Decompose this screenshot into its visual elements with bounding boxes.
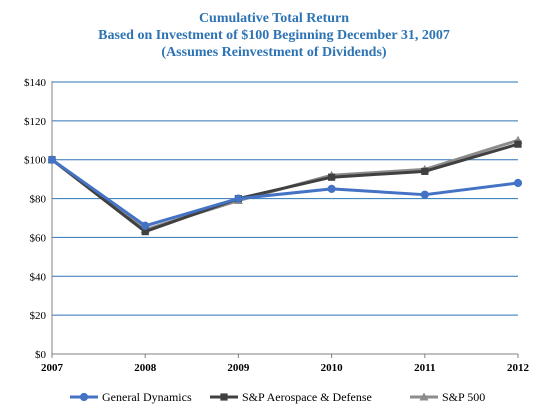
- y-tick-label: $120: [24, 116, 47, 128]
- series-lines: [47, 135, 523, 236]
- chart-subtitle: Based on Investment of $100 Beginning De…: [98, 28, 450, 43]
- x-tick-label: 2008: [134, 362, 157, 374]
- y-tick-label: $0: [35, 349, 47, 361]
- data-point: [327, 184, 336, 193]
- y-tick-label: $20: [30, 310, 47, 322]
- legend-item: S&P Aerospace & Defense: [210, 390, 372, 404]
- y-tick-label: $100: [24, 155, 47, 167]
- data-point: [514, 140, 522, 148]
- x-axis-ticks: 2007 2008 2009 2010 2011 2012: [41, 362, 530, 374]
- data-point: [420, 190, 429, 199]
- data-point: [421, 167, 429, 175]
- y-tick-label: $60: [30, 232, 47, 244]
- series-line: [51, 142, 519, 234]
- y-tick-label: $80: [30, 194, 47, 206]
- data-point: [141, 221, 150, 230]
- gridlines: [52, 81, 518, 316]
- chart-title: Cumulative Total Return: [198, 11, 350, 26]
- x-tick-label: 2009: [227, 362, 250, 374]
- legend-item: S&P 500: [410, 390, 485, 404]
- legend-swatch-marker: [220, 393, 228, 401]
- x-tick-label: 2012: [507, 362, 530, 374]
- legend-swatch-marker: [419, 392, 429, 401]
- legend-item: General Dynamics: [70, 390, 192, 404]
- legend-swatch-marker: [79, 392, 89, 402]
- x-tick-label: 2010: [321, 362, 344, 374]
- axes: [51, 81, 519, 358]
- data-point: [513, 178, 523, 188]
- data-point: [328, 173, 336, 181]
- y-tick-label: $140: [24, 77, 47, 89]
- series-line: [51, 138, 519, 232]
- legend-label: S&P Aerospace & Defense: [242, 390, 372, 404]
- data-point: [141, 228, 149, 236]
- series-line: [51, 158, 519, 228]
- data-point: [47, 155, 57, 164]
- legend-label: S&P 500: [442, 390, 485, 404]
- x-tick-label: 2011: [414, 362, 435, 374]
- y-axis-ticks: $0 $20 $40 $60 $80 $100 $120 $140: [24, 77, 47, 361]
- legend: General Dynamics S&P Aerospace & Defense S…: [70, 390, 485, 404]
- chart-subtitle-2: (Assumes Reinvestment of Dividends): [161, 45, 387, 60]
- legend-label: General Dynamics: [102, 390, 192, 404]
- data-point: [234, 194, 243, 203]
- series-s-p-500: [47, 135, 523, 234]
- y-tick-label: $40: [30, 271, 47, 283]
- series-s-p-aerospace-defense: [48, 140, 522, 236]
- x-tick-label: 2007: [41, 362, 64, 374]
- series-general-dynamics: [47, 155, 523, 230]
